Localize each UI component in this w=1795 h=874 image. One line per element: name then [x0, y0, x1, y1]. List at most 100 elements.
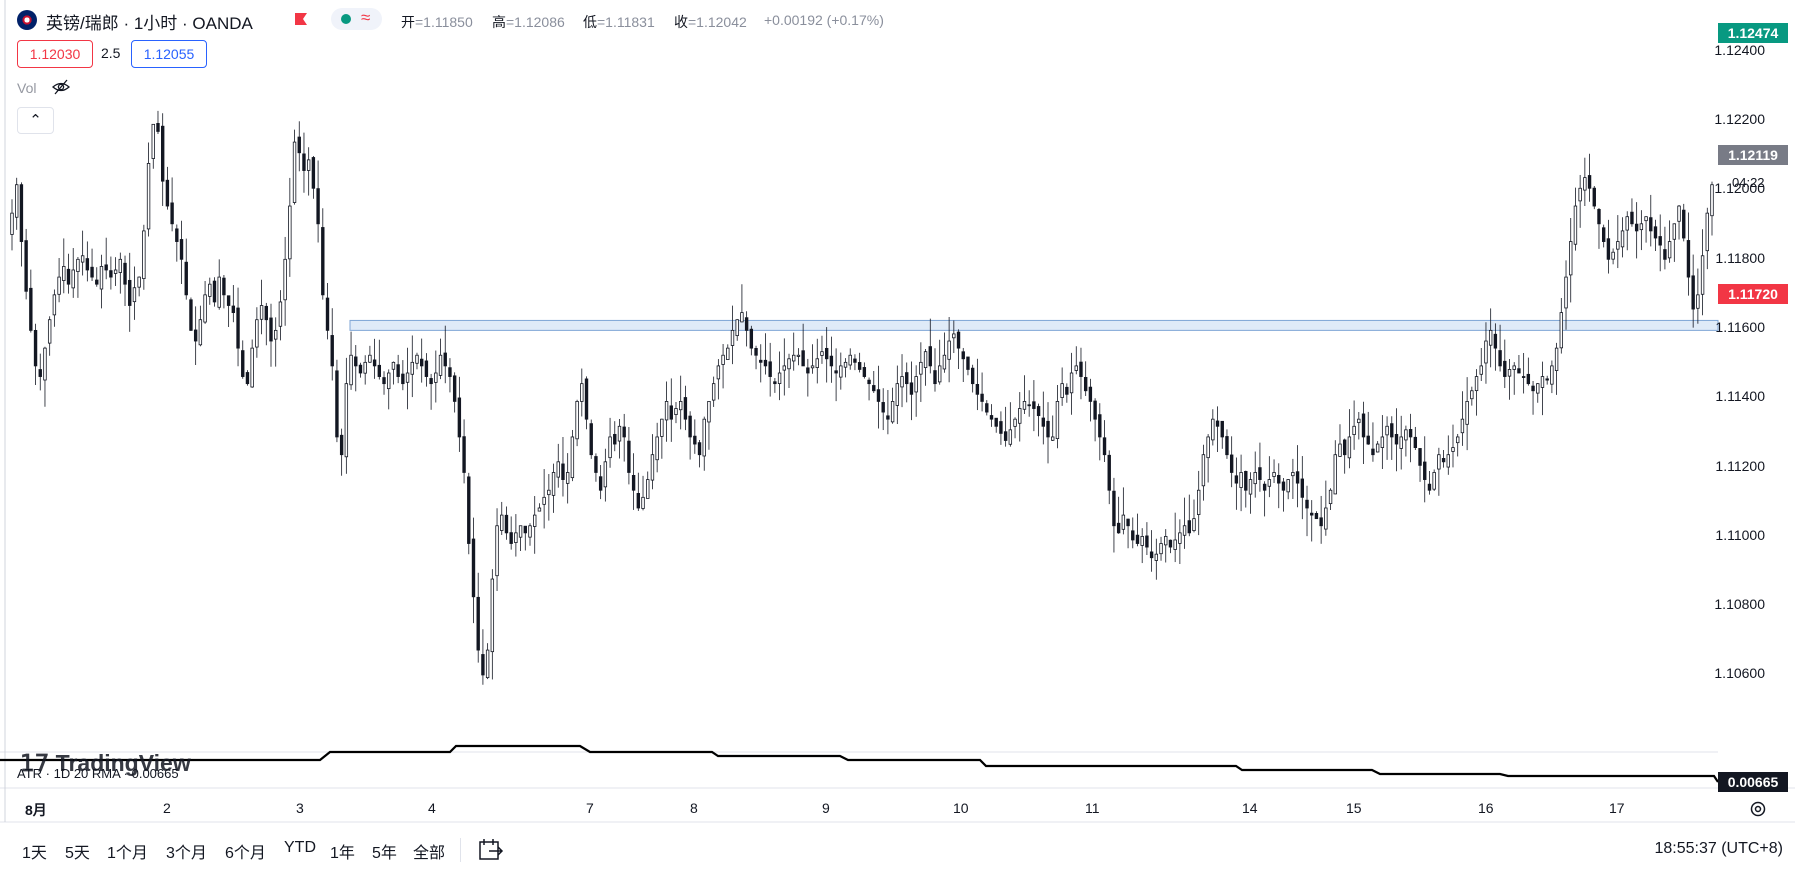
candle-body [542, 496, 546, 505]
range-button[interactable]: 1天 [22, 845, 47, 862]
candle-body [1145, 535, 1149, 548]
candle-body [575, 401, 579, 440]
candle-body [1051, 436, 1055, 441]
candle-body [1262, 483, 1267, 491]
candle-body [693, 435, 697, 445]
candle-body [420, 358, 424, 367]
candle-body [217, 276, 221, 308]
time-axis-label: 16 [1478, 800, 1494, 816]
price-tick-label: 1.11600 [1715, 319, 1765, 335]
candle-body [509, 532, 513, 544]
time-axis-label: 2 [163, 800, 171, 816]
candle-body [481, 654, 485, 676]
candle-body [707, 401, 711, 423]
candle-body [1630, 211, 1634, 225]
candle-body [1371, 448, 1375, 456]
atr-legend: ATR · 1D 20 RMA · 0.00665 [17, 766, 179, 781]
candle-body [989, 415, 994, 420]
candle-body [1027, 404, 1031, 407]
candle-body [1456, 436, 1460, 444]
time-axis-label: 10 [953, 800, 969, 816]
candle-body [349, 354, 353, 386]
range-button[interactable]: 1年 [330, 845, 355, 862]
candle-body [556, 461, 560, 478]
candle-body [226, 295, 231, 306]
candle-body [909, 382, 914, 395]
candle-body [302, 153, 306, 171]
candle-body [387, 372, 391, 390]
candle-body [1380, 436, 1385, 448]
settings-gear-icon[interactable] [1748, 799, 1768, 819]
candle-body [269, 317, 273, 342]
price-tick-label: 1.10800 [1714, 596, 1765, 612]
candle-body [1131, 530, 1135, 541]
volume-label: Vol [17, 80, 37, 96]
candle-body [1550, 365, 1554, 385]
candle-body [1526, 373, 1531, 385]
top-price-tag: 1.12474 [1718, 23, 1788, 43]
candle-body [76, 258, 80, 272]
range-button[interactable]: 5年 [372, 845, 397, 862]
candle-body [664, 401, 669, 421]
candle-body [179, 239, 184, 260]
range-button[interactable]: 全部 [413, 845, 446, 862]
time-axis-label: 8月 [25, 802, 47, 818]
candle-body [1267, 479, 1272, 487]
range-button[interactable]: 6个月 [225, 845, 266, 862]
candle-body [1281, 481, 1286, 491]
sell-button[interactable]: 1.12030 [17, 40, 93, 68]
candle-body [848, 354, 852, 366]
candle-body [1008, 429, 1013, 445]
candle-body [815, 358, 819, 368]
candle-body [245, 372, 250, 385]
range-button[interactable]: 3个月 [166, 845, 207, 862]
candle-body [43, 347, 47, 381]
candle-body [1601, 227, 1606, 242]
utc-clock[interactable]: 18:55:37 (UTC+8) [1654, 840, 1783, 857]
price-tick-label: 1.12400 [1714, 42, 1765, 58]
range-button[interactable]: 5天 [65, 845, 90, 862]
time-axis-label: 8 [690, 800, 698, 816]
candle-body [1319, 517, 1323, 527]
candle-body [923, 351, 928, 369]
candle-body [947, 340, 951, 360]
candle-body [1041, 417, 1045, 427]
candle-body [1521, 376, 1526, 378]
collapse-legend-button[interactable]: ⌃ [17, 107, 54, 134]
level-price-tag: 1.11720 [1718, 284, 1788, 304]
candle-body [66, 268, 71, 285]
candle-body [1272, 472, 1276, 477]
ohlc-open: 开=1.11850 [401, 14, 473, 30]
date-range-calendar-icon[interactable] [478, 838, 504, 862]
buy-button[interactable]: 1.12055 [131, 40, 207, 68]
candle-body [740, 312, 744, 323]
range-button[interactable]: YTD [284, 839, 316, 856]
candle-body [547, 489, 551, 496]
candle-body [1333, 454, 1337, 495]
candle-body [57, 276, 61, 295]
candle-body [1220, 420, 1224, 438]
candle-body [895, 383, 900, 406]
candle-body [975, 384, 980, 395]
eye-hidden-icon[interactable] [52, 78, 70, 96]
market-status-pill[interactable] [331, 8, 382, 30]
candle-body [1126, 518, 1130, 527]
candle-body [424, 360, 429, 377]
candle-body [872, 385, 876, 392]
range-button[interactable]: 1个月 [107, 845, 148, 862]
candle-body [354, 356, 358, 367]
candle-body [1352, 425, 1356, 435]
candle-body [1046, 420, 1050, 438]
candle-body [1649, 217, 1653, 232]
candle-body [1658, 236, 1662, 246]
red-flag-icon[interactable] [293, 11, 309, 27]
candle-body [1611, 251, 1615, 260]
candle-body [485, 649, 490, 679]
candle-body [622, 426, 626, 438]
tradingview-watermark: 𝟣𝟩 TradingView [20, 750, 191, 776]
candle-body [1295, 471, 1300, 484]
candle-body [1564, 276, 1568, 309]
candle-body [1531, 385, 1535, 392]
symbol-title[interactable]: 英镑/瑞郎 · 1小时 · OANDA [46, 14, 253, 33]
